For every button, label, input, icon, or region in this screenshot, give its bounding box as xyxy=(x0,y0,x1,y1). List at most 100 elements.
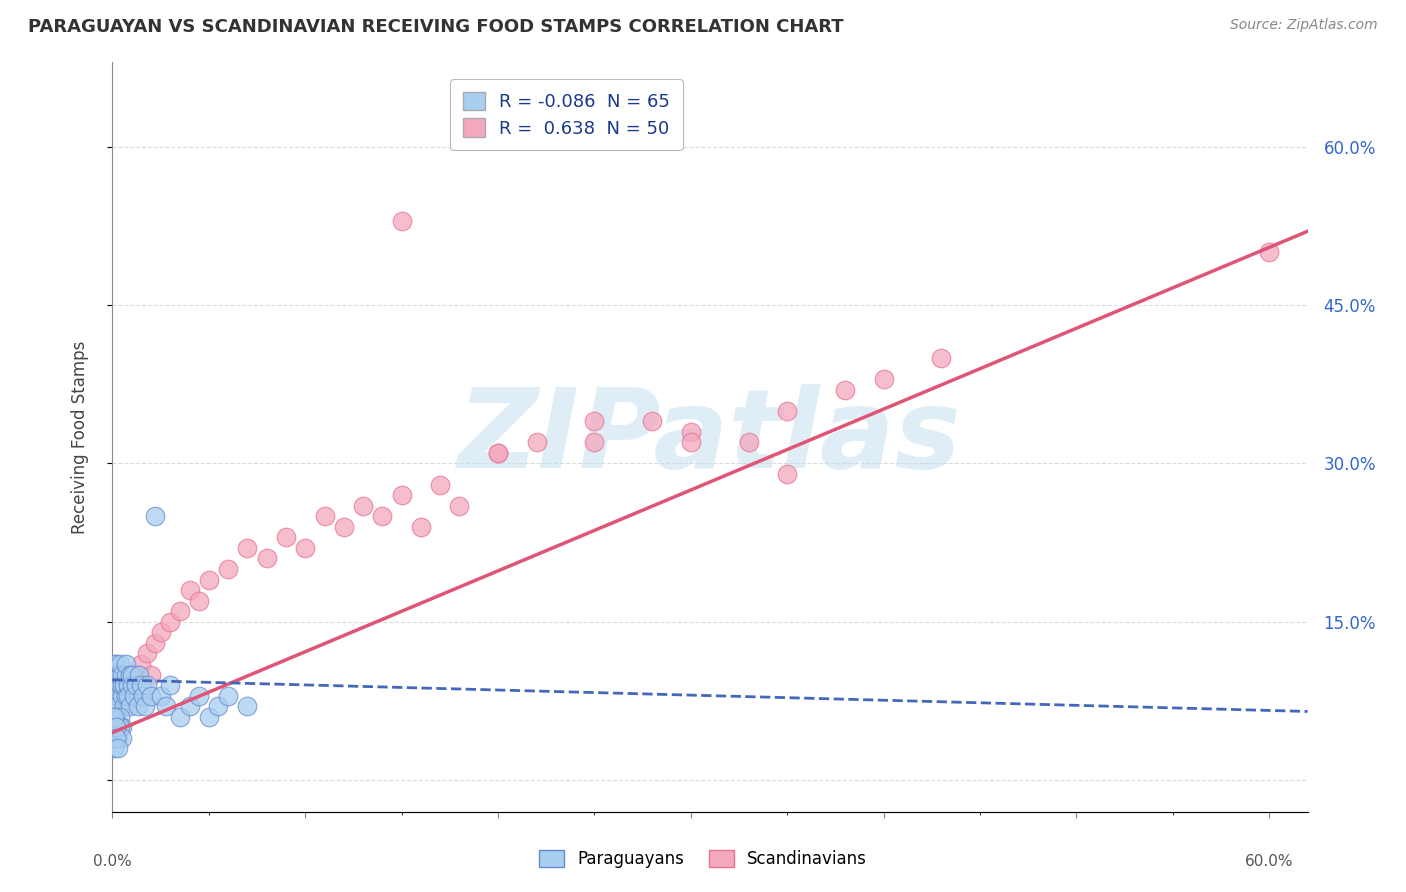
Point xyxy=(117,689,139,703)
Point xyxy=(111,731,134,745)
Point xyxy=(105,699,128,714)
Point xyxy=(429,477,451,491)
Point xyxy=(103,741,125,756)
Point xyxy=(198,573,221,587)
Point xyxy=(188,689,211,703)
Point xyxy=(115,678,138,692)
Point xyxy=(105,720,128,734)
Point xyxy=(108,710,131,724)
Point xyxy=(207,699,229,714)
Point xyxy=(105,678,128,692)
Point xyxy=(118,667,141,681)
Point xyxy=(105,657,128,671)
Point xyxy=(449,499,471,513)
Point xyxy=(124,667,146,681)
Point xyxy=(409,520,432,534)
Point xyxy=(333,520,356,534)
Point xyxy=(314,509,336,524)
Point xyxy=(107,667,129,681)
Point xyxy=(103,731,125,745)
Point xyxy=(103,699,125,714)
Point xyxy=(115,667,138,681)
Point xyxy=(217,562,239,576)
Point xyxy=(103,720,125,734)
Text: 0.0%: 0.0% xyxy=(93,854,132,869)
Point xyxy=(679,435,702,450)
Point xyxy=(134,699,156,714)
Point xyxy=(149,625,172,640)
Point xyxy=(111,689,134,703)
Point xyxy=(112,699,135,714)
Point xyxy=(583,414,606,428)
Point xyxy=(136,647,159,661)
Point xyxy=(118,667,141,681)
Point xyxy=(112,678,135,692)
Point xyxy=(143,509,166,524)
Point xyxy=(118,699,141,714)
Point xyxy=(127,699,149,714)
Point xyxy=(486,446,509,460)
Point xyxy=(111,678,134,692)
Point xyxy=(1258,245,1281,260)
Text: ZIPatlas: ZIPatlas xyxy=(458,384,962,491)
Point xyxy=(159,678,181,692)
Point xyxy=(188,593,211,607)
Point xyxy=(139,667,162,681)
Point xyxy=(107,741,129,756)
Point xyxy=(169,710,191,724)
Point xyxy=(179,583,201,598)
Point xyxy=(136,678,159,692)
Point xyxy=(526,435,548,450)
Point xyxy=(122,689,145,703)
Point xyxy=(124,678,146,692)
Point xyxy=(108,657,131,671)
Point xyxy=(112,699,135,714)
Point xyxy=(169,604,191,618)
Point xyxy=(108,678,131,692)
Y-axis label: Receiving Food Stamps: Receiving Food Stamps xyxy=(70,341,89,533)
Point xyxy=(274,530,297,544)
Point xyxy=(737,435,759,450)
Point xyxy=(107,699,129,714)
Point xyxy=(236,541,259,555)
Point xyxy=(108,720,131,734)
Point xyxy=(103,678,125,692)
Point xyxy=(117,689,139,703)
Point xyxy=(105,667,128,681)
Point xyxy=(391,488,413,502)
Point xyxy=(115,689,138,703)
Point xyxy=(105,667,128,681)
Legend: Paraguayans, Scandinavians: Paraguayans, Scandinavians xyxy=(531,843,875,875)
Point xyxy=(108,678,131,692)
Point xyxy=(111,667,134,681)
Point xyxy=(105,731,128,745)
Point xyxy=(108,667,131,681)
Point xyxy=(131,678,153,692)
Point xyxy=(391,213,413,227)
Point xyxy=(143,636,166,650)
Point xyxy=(107,678,129,692)
Point xyxy=(583,435,606,450)
Point xyxy=(107,689,129,703)
Point xyxy=(107,689,129,703)
Point xyxy=(776,403,799,417)
Point xyxy=(155,699,177,714)
Point xyxy=(128,667,150,681)
Point xyxy=(834,383,856,397)
Point xyxy=(159,615,181,629)
Point xyxy=(149,689,172,703)
Legend: R = -0.086  N = 65, R =  0.638  N = 50: R = -0.086 N = 65, R = 0.638 N = 50 xyxy=(450,79,683,150)
Point xyxy=(121,678,143,692)
Point xyxy=(486,446,509,460)
Point xyxy=(179,699,201,714)
Point xyxy=(931,351,953,365)
Point xyxy=(105,720,128,734)
Point xyxy=(103,657,125,671)
Point xyxy=(115,657,138,671)
Point xyxy=(121,667,143,681)
Point xyxy=(371,509,394,524)
Point xyxy=(107,720,129,734)
Point xyxy=(352,499,374,513)
Point xyxy=(111,667,134,681)
Point xyxy=(131,657,153,671)
